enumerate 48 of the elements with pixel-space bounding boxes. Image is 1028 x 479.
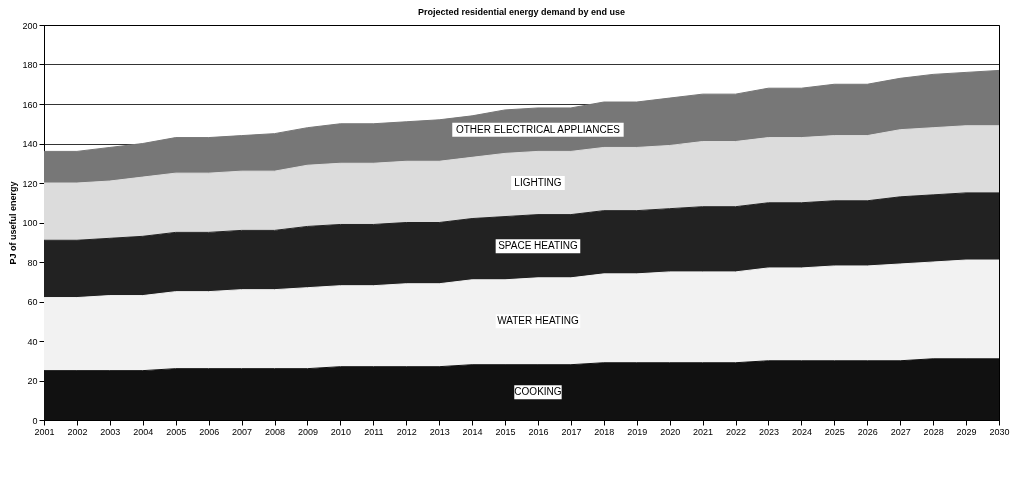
x-tick-label: 2010 <box>330 426 351 437</box>
x-tick-label: 2020 <box>660 426 681 437</box>
x-tick-label: 2013 <box>429 426 450 437</box>
x-tick-label: 2018 <box>594 426 615 437</box>
x-tick-label: 2024 <box>791 426 812 437</box>
x-tick-label: 2003 <box>100 426 121 437</box>
series-label: WATER HEATING <box>497 315 579 327</box>
x-tick-label: 2030 <box>989 426 1010 437</box>
y-tick-label: 160 <box>22 99 38 110</box>
y-tick-label: 140 <box>22 139 38 149</box>
x-tick-label: 2025 <box>824 426 845 437</box>
x-tick-label: 2015 <box>495 426 516 437</box>
x-tick-label: 2014 <box>462 426 483 437</box>
y-tick-label: 60 <box>27 297 38 307</box>
x-tick-label: 2004 <box>133 426 154 437</box>
y-tick-label: 20 <box>27 376 38 386</box>
x-tick-label: 2011 <box>364 426 384 437</box>
x-tick-label: 2022 <box>726 426 747 437</box>
x-tick-label: 2007 <box>232 426 253 437</box>
x-tick-label: 2027 <box>890 426 911 437</box>
x-tick-label: 2001 <box>34 426 55 437</box>
x-tick-label: 2029 <box>956 426 977 437</box>
x-tick-label: 2006 <box>199 426 220 437</box>
x-tick-label: 2026 <box>857 426 878 437</box>
series-label: OTHER ELECTRICAL APPLIANCES <box>455 123 621 135</box>
series-label: COOKING <box>514 386 562 398</box>
x-tick-label: 2019 <box>627 426 648 437</box>
y-tick-label: 0 <box>32 415 38 426</box>
x-tick-label: 2002 <box>67 426 88 437</box>
x-tick-label: 2008 <box>265 426 286 437</box>
x-tick-label: 2028 <box>923 426 944 437</box>
series-label: LIGHTING <box>514 177 562 188</box>
y-tick-label: 120 <box>22 178 38 189</box>
x-tick-label: 2009 <box>297 426 318 437</box>
x-tick-label: 2012 <box>396 426 417 437</box>
series-label: SPACE HEATING <box>498 240 578 252</box>
y-tick-label: 100 <box>22 218 38 228</box>
chart-title: Projected residential energy demand by end use <box>417 7 626 17</box>
y-tick-label: 200 <box>22 20 38 31</box>
y-tick-label: 80 <box>27 257 38 268</box>
x-tick-label: 2023 <box>758 426 779 437</box>
y-tick-label: 180 <box>22 60 38 70</box>
y-tick-label: 40 <box>27 336 38 347</box>
x-tick-label: 2005 <box>166 426 187 437</box>
x-tick-label: 2017 <box>561 426 582 437</box>
x-tick-label: 2021 <box>693 426 714 437</box>
x-tick-label: 2016 <box>528 426 549 437</box>
y-axis-title: PJ of useful energy <box>8 181 19 265</box>
